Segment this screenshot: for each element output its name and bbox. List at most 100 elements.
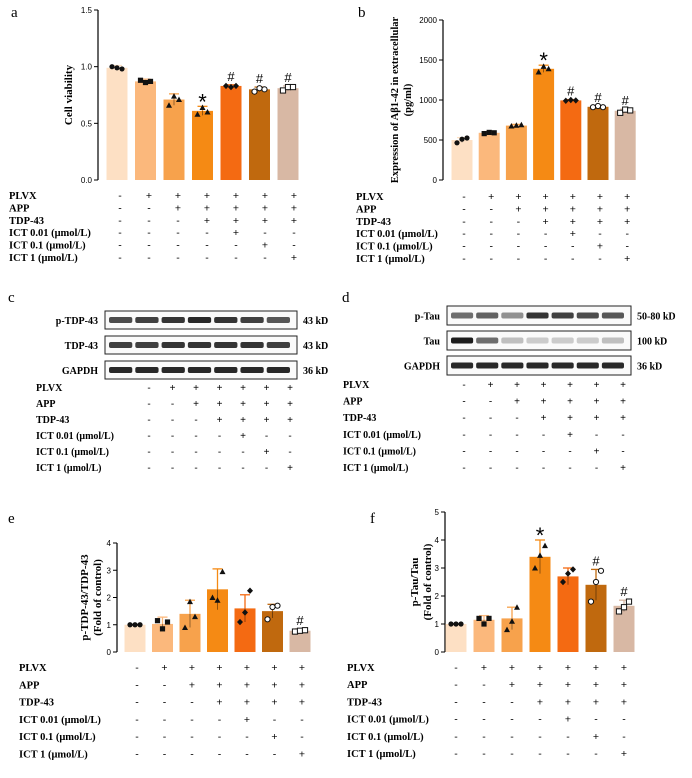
data-point — [617, 109, 624, 116]
y-tick-label: 1500 — [419, 56, 437, 65]
y-axis-label-line1: p-Tau/Tau — [409, 558, 421, 607]
data-point — [560, 578, 566, 586]
data-point — [261, 86, 268, 93]
blot-band — [551, 362, 574, 369]
treatment-sign: + — [593, 696, 599, 708]
treatment-sign: - — [489, 397, 492, 408]
treatment-sign: - — [489, 413, 492, 424]
bar — [207, 589, 228, 652]
treatment-label: ICT 0.1 (μmol/L) — [36, 447, 109, 458]
treatment-sign: - — [538, 748, 542, 760]
treatment-sign: + — [175, 202, 181, 214]
treatment-sign: - — [594, 714, 598, 726]
bar — [124, 624, 146, 652]
treatment-sign: + — [515, 191, 521, 203]
data-point — [194, 111, 201, 117]
treatment-sign: - — [538, 714, 542, 726]
treatment-label: ICT 0.01 (μmol/L) — [347, 715, 429, 726]
bar — [613, 605, 635, 652]
data-point — [256, 85, 263, 92]
blot-row-name: Tau — [424, 337, 441, 348]
data-point — [458, 621, 464, 627]
treatment-sign: + — [488, 191, 494, 203]
chart-f-ptau-ratio: 0 1 2 3 4 5 p-Tau/Tau(Fold of control) * # # — [409, 508, 635, 657]
treatment-sign: - — [190, 714, 194, 726]
treatment-sign: - — [538, 731, 542, 743]
blot-band — [576, 337, 599, 344]
data-point — [448, 621, 454, 627]
treatment-sign: - — [118, 227, 122, 239]
treatment-sign: + — [624, 203, 630, 215]
data-point — [159, 626, 166, 632]
bar — [529, 556, 551, 652]
treatment-label: ICT 0.01 (μmol/L) — [36, 431, 114, 442]
y-axis-label-line2: (Fold of control) — [422, 543, 434, 620]
data-point — [251, 88, 258, 95]
treatment-label: ICT 0.01 (μmol/L) — [19, 715, 101, 726]
bar — [478, 132, 500, 180]
treatment-sign: - — [147, 447, 150, 458]
data-point — [592, 578, 600, 586]
treatment-sign: + — [565, 696, 571, 708]
treatment-sign: - — [190, 749, 194, 761]
treatment-sign: - — [625, 241, 629, 253]
treatment-sign: - — [622, 731, 626, 743]
y-axis-label: p-Tau/Tau(Fold of control) — [409, 543, 434, 620]
treatment-sign: - — [288, 431, 291, 442]
y-tick-label: 0.0 — [81, 176, 93, 185]
treatment-sign: + — [514, 397, 520, 408]
treatment-sign: - — [515, 463, 518, 474]
treatment-sign: - — [288, 447, 291, 458]
treatment-sign: + — [594, 446, 600, 457]
treatment-sign: - — [462, 228, 466, 240]
treatment-sign: + — [240, 431, 246, 442]
treatment-sign: - — [171, 447, 174, 458]
treatment-sign: - — [135, 731, 139, 743]
y-tick-label: 3 — [435, 564, 440, 573]
blot-band — [551, 337, 574, 344]
treatment-sign: - — [462, 397, 465, 408]
treatment-sign: + — [620, 380, 626, 391]
treatment-sign: - — [462, 241, 466, 253]
treatment-table-f: PLVX - + + + + + + APP - - + + + + + TDP-43 - - - + + + + ICT 0.… — [347, 662, 627, 760]
data-point — [166, 102, 172, 108]
treatment-sign: - — [273, 714, 277, 726]
treatment-sign: + — [621, 748, 627, 760]
treatment-label: TDP-43 — [347, 697, 382, 708]
treatment-sign: - — [510, 696, 514, 708]
blot-row-size: 100 kD — [637, 337, 667, 348]
blot-row-name: p-TDP-43 — [56, 316, 98, 327]
data-point — [119, 66, 125, 72]
blot-band — [187, 367, 212, 373]
treatment-sign: + — [543, 216, 549, 228]
y-tick-label: 5 — [435, 508, 440, 517]
data-point — [154, 618, 161, 624]
blot-row-size: 43 kD — [303, 316, 328, 327]
treatment-sign: - — [489, 216, 493, 228]
treatment-sign: - — [218, 431, 221, 442]
treatment-sign: + — [244, 662, 250, 674]
treatment-sign: - — [462, 380, 465, 391]
treatment-sign: - — [147, 415, 150, 426]
blot-band — [266, 342, 290, 348]
treatment-sign: - — [462, 191, 466, 203]
treatment-sign: + — [537, 696, 543, 708]
treatment-sign: + — [161, 662, 167, 674]
treatment-sign: + — [271, 731, 277, 743]
data-point — [587, 598, 595, 605]
significance-hash: # — [622, 93, 630, 108]
data-point — [464, 135, 470, 141]
treatment-sign: - — [194, 463, 197, 474]
data-point — [142, 79, 149, 86]
treatment-sign: - — [454, 748, 458, 760]
treatment-sign: + — [537, 662, 543, 674]
data-point — [289, 83, 297, 91]
blot-row-name: TDP-43 — [65, 341, 98, 352]
treatment-sign: + — [624, 216, 630, 228]
y-axis-label-line1: Expression of Aβ1-42 in extracellular — [390, 17, 401, 184]
significance-hash: # — [256, 71, 264, 86]
treatment-sign: - — [147, 215, 151, 227]
treatment-sign: - — [489, 253, 493, 265]
bar — [192, 110, 213, 180]
treatment-sign: + — [175, 190, 181, 202]
